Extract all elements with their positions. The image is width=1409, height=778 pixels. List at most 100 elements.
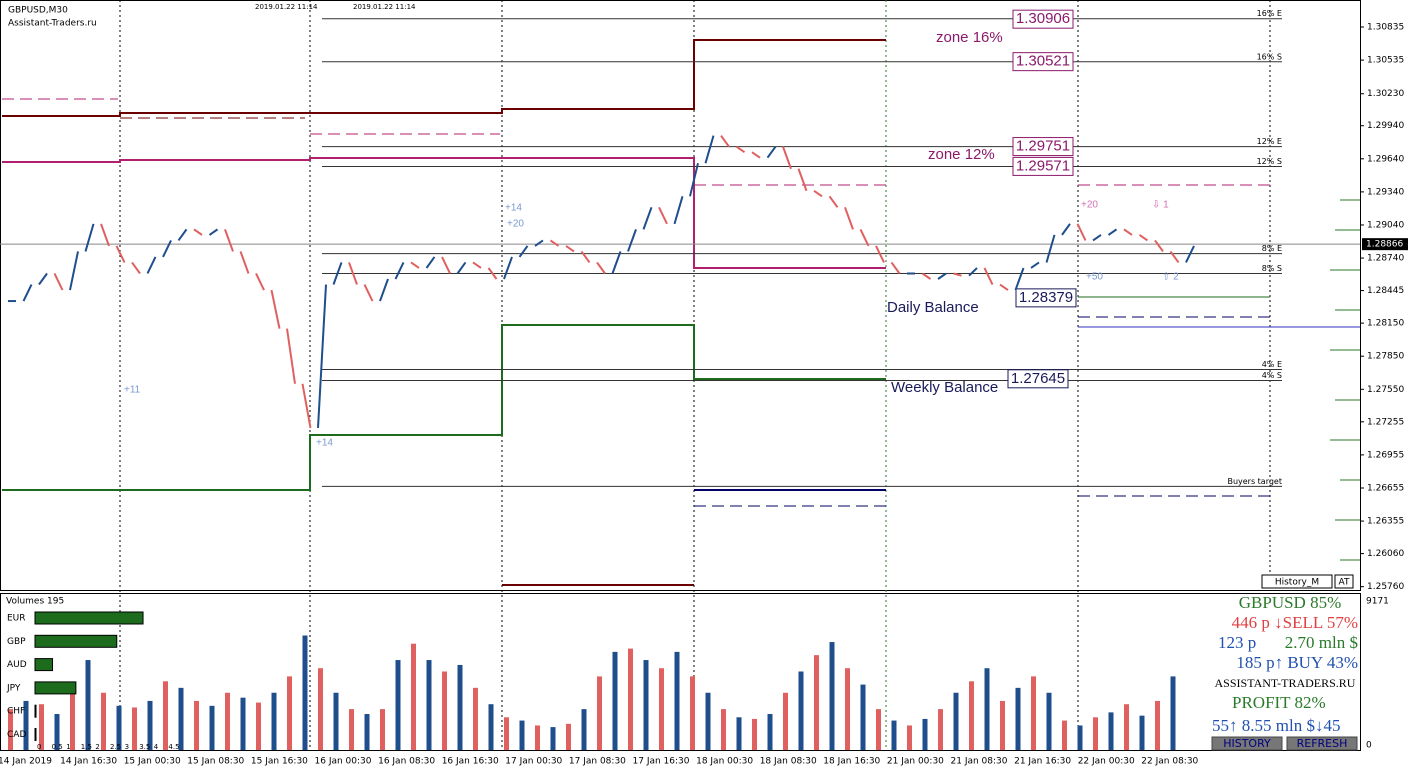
volume-bar — [426, 660, 432, 750]
candle — [317, 284, 327, 428]
volume-bar — [39, 704, 44, 750]
at-button[interactable] — [1334, 574, 1354, 589]
refresh-button[interactable] — [1286, 736, 1358, 751]
candle — [1014, 267, 1025, 291]
y-tick-label: 1.26060 — [1367, 549, 1404, 559]
volume-bar — [1155, 700, 1160, 750]
candle — [828, 195, 839, 208]
candle — [379, 278, 389, 302]
candle — [1061, 223, 1071, 236]
currency-name: CAD — [7, 730, 26, 740]
currency-name: JPY — [6, 683, 21, 693]
level-box — [1007, 369, 1069, 389]
y-tick-label: 1.28740 — [1367, 254, 1404, 264]
candle — [1169, 250, 1180, 264]
volume-bar — [101, 692, 106, 750]
volume-bar — [1046, 692, 1052, 750]
panel-line: 123 p — [1218, 633, 1256, 652]
volume-bar — [209, 705, 215, 750]
info-panel: GBPUSD 85% 446 p ↓SELL 57% 123 p 2.70 ml… — [1211, 593, 1358, 751]
candle — [565, 245, 575, 253]
candle — [22, 284, 33, 302]
volume-bar — [302, 635, 308, 750]
annotation: +20 — [507, 219, 524, 230]
candle — [208, 228, 219, 236]
candle — [131, 261, 141, 275]
volume-bar — [767, 714, 773, 750]
volume-bar — [612, 651, 618, 750]
x-tick-label: 17 Jan 16:30 — [633, 757, 690, 767]
candle — [611, 251, 622, 274]
candle — [1045, 234, 1056, 263]
x-tick-label: 17 Jan 08:30 — [569, 757, 626, 767]
currency-bar — [34, 681, 77, 695]
candle — [53, 273, 64, 291]
level-box-label: 1.30521 — [1016, 53, 1070, 70]
candle — [224, 229, 234, 252]
history-m-button[interactable] — [1261, 574, 1333, 589]
balance-dashes — [2, 98, 1270, 507]
volume-zero: 0 — [1366, 741, 1372, 751]
volume-bar — [1000, 700, 1005, 750]
refresh-label[interactable]: REFRESH — [1297, 737, 1348, 750]
x-tick-label: 16 Jan 00:30 — [315, 757, 372, 767]
candle — [859, 228, 870, 247]
y-tick-label: 1.27850 — [1367, 352, 1404, 362]
level-label: Buyers target — [1227, 477, 1282, 486]
volume-bar — [643, 660, 649, 750]
volume-bar — [736, 717, 742, 750]
volume-bar — [8, 709, 13, 750]
candle — [751, 151, 761, 159]
volume-bar — [922, 718, 928, 750]
stamp: 2019.01.22 11:14 — [255, 3, 318, 11]
currency-bar — [34, 611, 144, 625]
candle — [1030, 261, 1040, 269]
volume-bar — [659, 668, 664, 750]
volume-bar — [116, 705, 122, 750]
level-label: 8% E — [1262, 244, 1282, 253]
x-tick-label: 16 Jan 16:30 — [442, 757, 499, 767]
currency-scale: 1.5 — [81, 743, 92, 751]
volume-bar — [240, 697, 246, 750]
y-tick-label: 1.26355 — [1367, 517, 1404, 527]
at-label[interactable]: AT — [1339, 578, 1350, 588]
panel-line: 2.70 mln $ — [1285, 633, 1358, 652]
history-button[interactable] — [1211, 736, 1283, 751]
y-tick-label: 1.25760 — [1367, 582, 1404, 592]
currency-bar — [34, 728, 37, 741]
candle — [332, 262, 343, 285]
volume-bar — [457, 664, 463, 750]
volume-bar — [271, 692, 277, 750]
candle — [983, 267, 994, 285]
volume-bar — [752, 718, 757, 750]
candle — [100, 223, 110, 247]
y-tick-label: 1.27255 — [1367, 417, 1404, 427]
volume-bar — [907, 725, 912, 750]
volume-bar — [535, 725, 540, 750]
level-box — [1012, 52, 1074, 72]
candle — [844, 206, 854, 230]
candle — [441, 256, 451, 274]
y-tick-label: 1.28445 — [1367, 286, 1404, 296]
volume-bar — [178, 687, 184, 750]
x-tick-label: 18 Jan 08:30 — [760, 757, 817, 767]
currency-name: AUD — [7, 660, 27, 670]
panel-site: ASSISTANT-TRADERS.RU — [1215, 676, 1356, 690]
currency-name: CHF — [7, 707, 25, 717]
volume-bar — [395, 660, 401, 750]
currency-scale: 4.5 — [168, 743, 179, 751]
level-label: 4% E — [1262, 360, 1282, 369]
candle — [487, 267, 498, 280]
annotation: zone 12% — [928, 146, 995, 163]
candle — [534, 239, 544, 247]
y-tick-label: 1.30835 — [1367, 23, 1404, 33]
annotation: +14 — [316, 438, 333, 449]
volume-bar — [1031, 676, 1036, 750]
annotation: +14 — [505, 203, 522, 214]
history-m-label[interactable]: History_M — [1275, 578, 1319, 588]
volume-bar — [690, 676, 695, 750]
volume-bar — [1108, 712, 1114, 750]
history-label[interactable]: HISTORY — [1223, 737, 1271, 750]
candle — [270, 289, 281, 329]
site: Assistant-Traders.ru — [8, 19, 97, 29]
